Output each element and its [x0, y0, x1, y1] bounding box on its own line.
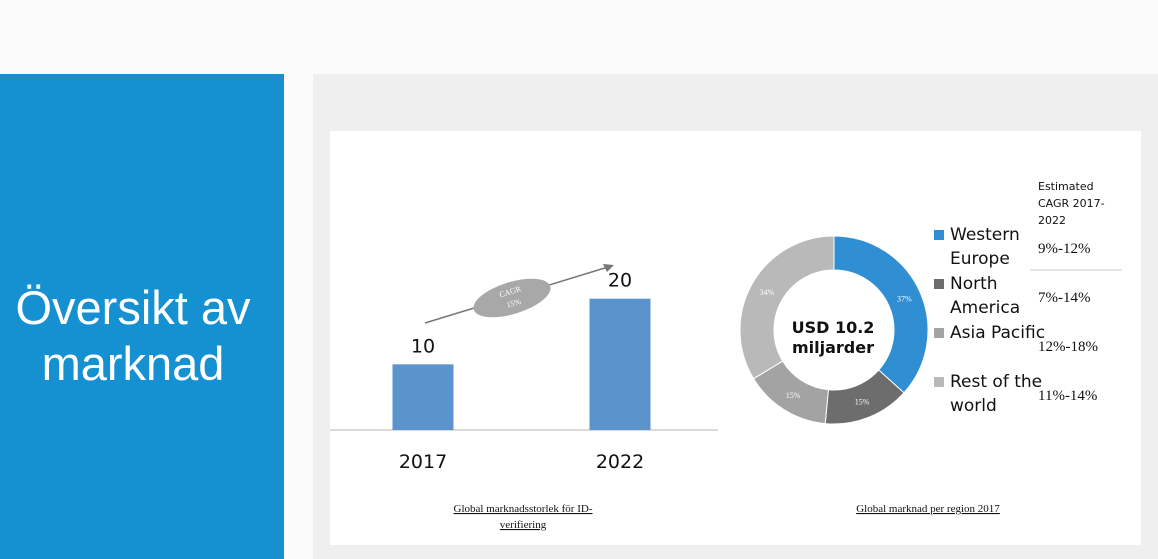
legend-swatch-1: [934, 279, 944, 289]
cagr-header-1: Estimated: [1038, 180, 1094, 193]
cagr-arrow-head: [603, 264, 614, 272]
donut-chart: 37% 15% 15% 34% USD 10.2 miljarder Western E…: [739, 180, 1122, 515]
slide-title: Översikt av marknad: [15, 281, 251, 390]
cagr-ellipse: [473, 278, 551, 318]
slice-label-3: 34%: [760, 288, 775, 297]
slice-label-0: 37%: [897, 295, 912, 304]
bar-value-label-2022: 20: [608, 270, 632, 292]
charts-svg: 10 2017 20 2022 CAGR 15% Global marknadssto…: [330, 180, 1122, 531]
legend-label-2-0: Asia Pacific: [950, 323, 1045, 343]
bar-chart: 10 2017 20 2022 CAGR 15% Global marknadssto…: [330, 264, 718, 531]
cagr-annotation: CAGR 15%: [424, 264, 614, 324]
donut-caption: Global marknad per region 2017: [856, 503, 1000, 515]
legend-label-3-0: Rest of the: [950, 372, 1042, 392]
bar-value-label-2017: 10: [411, 335, 435, 357]
bar-caption-line-2: verifiering: [500, 519, 547, 531]
cagr-header-2: CAGR 2017-: [1038, 197, 1105, 210]
x-tick-label-2022: 2022: [596, 451, 644, 473]
cagr-header-3: 2022: [1038, 214, 1066, 227]
cagr-column: Estimated CAGR 2017- 2022 9%-12% 7%-14% 12…: [1030, 180, 1122, 404]
bar-2017: [392, 364, 454, 430]
cagr-value-0: 9%-12%: [1038, 241, 1091, 257]
legend-swatch-3: [934, 377, 944, 387]
x-tick-label-2017: 2017: [399, 451, 447, 473]
title-panel: [0, 74, 284, 559]
legend-label-0-1: Europe: [950, 249, 1010, 269]
slice-label-1: 15%: [855, 398, 870, 407]
bar-2022: [589, 298, 651, 430]
legend-label-1-0: North: [950, 274, 998, 294]
donut-slice-western-europe: [833, 235, 929, 394]
donut-slice-rest-of-the-world: [739, 235, 835, 380]
donut-center-line-2: miljarder: [792, 338, 874, 357]
legend-swatch-2: [934, 328, 944, 338]
legend-swatch-0: [934, 230, 944, 240]
cagr-value-3: 11%-14%: [1038, 388, 1097, 404]
bar-caption-line-1: Global marknadsstorlek för ID-: [454, 503, 593, 515]
donut-center-line-1: USD 10.2: [792, 318, 875, 337]
chart-card: 10 2017 20 2022 CAGR 15% Global marknadssto…: [330, 131, 1141, 545]
legend-label-1-1: America: [950, 298, 1020, 318]
slice-label-2: 15%: [786, 391, 801, 400]
cagr-value-1: 7%-14%: [1038, 290, 1091, 306]
cagr-value-2: 12%-18%: [1038, 339, 1098, 355]
legend-label-0-0: Western: [950, 225, 1020, 245]
cagr-ellipse-value: 15%: [505, 297, 522, 310]
legend-label-3-1: world: [950, 396, 997, 416]
